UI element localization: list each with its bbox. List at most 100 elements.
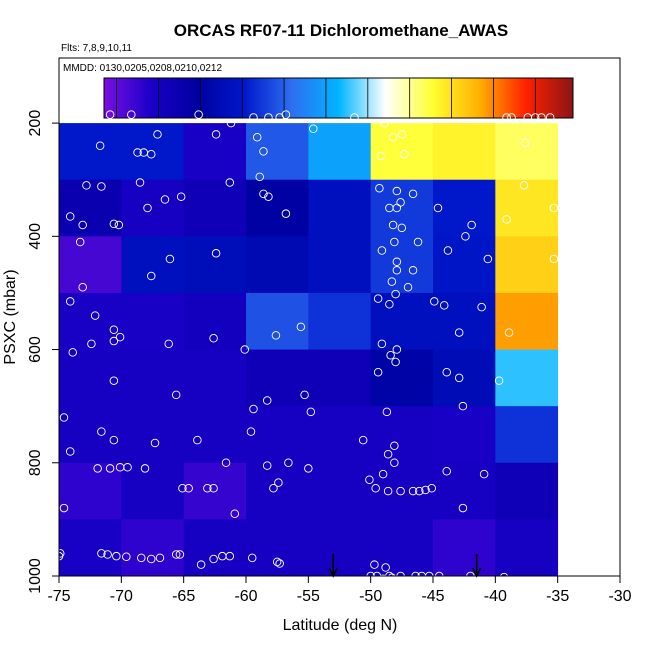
sample-point — [97, 427, 106, 436]
heatmap-cell — [246, 123, 309, 181]
sample-point — [90, 311, 100, 320]
sample-point — [133, 148, 142, 157]
heatmap-cell — [59, 406, 122, 464]
sample-point — [225, 178, 235, 187]
sample-point — [272, 557, 282, 567]
sample-point — [391, 357, 400, 367]
sample-point — [175, 550, 185, 559]
sample-point — [370, 560, 379, 569]
sample-point — [376, 151, 385, 161]
sample-point — [78, 283, 87, 292]
heatmap-cell — [308, 179, 372, 237]
sample-point — [95, 141, 105, 150]
heatmap-cell — [308, 519, 372, 577]
sample-point — [427, 484, 437, 493]
sample-point — [519, 181, 529, 190]
y-tick-label: 600 — [27, 336, 44, 363]
heatmap-cell — [59, 179, 122, 237]
sample-point — [502, 215, 511, 224]
sample-point — [429, 297, 439, 306]
heatmap-cell — [246, 179, 309, 237]
sample-point — [381, 563, 390, 572]
y-tick-label: 800 — [27, 449, 44, 476]
sample-point — [386, 350, 395, 360]
x-tick-label: -70 — [110, 588, 133, 605]
sample-point — [408, 189, 418, 199]
x-tick-label: -35 — [546, 588, 569, 605]
sample-point — [300, 390, 309, 400]
sample-point — [454, 373, 464, 383]
heatmap-cell — [183, 519, 247, 577]
heatmap-cell — [183, 406, 247, 464]
sample-point — [388, 220, 398, 230]
sample-point — [296, 322, 306, 332]
sample-point — [165, 254, 175, 264]
sample-point — [164, 339, 173, 349]
sample-point — [396, 486, 405, 496]
sample-point — [274, 478, 283, 487]
sample-point — [109, 219, 119, 229]
sample-point — [155, 553, 165, 563]
sample-point — [392, 186, 402, 196]
sample-point — [184, 484, 193, 493]
sample-point — [114, 220, 124, 230]
heatmap-cell — [433, 462, 496, 520]
sample-point — [153, 130, 162, 139]
sample-point — [442, 367, 451, 377]
sample-point — [230, 509, 240, 518]
sample-point — [467, 220, 476, 230]
sample-point — [240, 345, 250, 354]
heatmap-cell — [183, 292, 247, 350]
sample-point — [378, 574, 388, 584]
heatmap-cell — [370, 406, 434, 464]
sample-point — [537, 113, 546, 122]
sample-point — [371, 484, 380, 493]
heatmap-cell — [121, 179, 185, 237]
y-tick-label: 400 — [27, 223, 44, 250]
sample-point — [479, 469, 489, 479]
heatmap-cell — [370, 236, 434, 294]
sample-point — [392, 257, 402, 267]
sample-point — [494, 376, 504, 385]
sample-point — [68, 348, 77, 357]
sample-point — [115, 332, 125, 342]
sample-point — [396, 198, 405, 207]
sample-point — [87, 339, 96, 349]
sample-point — [358, 435, 368, 445]
heatmap-cell — [183, 349, 247, 407]
heatmap-cell — [370, 519, 434, 577]
sample-point — [271, 331, 281, 340]
sample-point — [105, 464, 115, 473]
heatmap-cell — [183, 179, 247, 237]
sample-point — [147, 554, 156, 564]
sample-point — [264, 192, 273, 201]
sample-point — [211, 130, 221, 139]
sample-point — [502, 113, 511, 122]
sample-point — [458, 401, 468, 411]
sample-point — [385, 300, 394, 309]
heatmap-cell — [246, 349, 309, 407]
sample-point — [421, 485, 430, 495]
heatmap-cell — [308, 292, 372, 350]
x-tick-label: -55 — [297, 588, 320, 605]
sample-point — [365, 475, 374, 485]
sample-point — [408, 486, 418, 496]
sample-point — [387, 277, 397, 286]
sample-point — [375, 183, 384, 193]
x-tick-label: -50 — [359, 588, 382, 605]
sample-point — [403, 283, 413, 292]
x-tick-label: -45 — [421, 588, 444, 605]
heatmap-cell — [308, 349, 372, 407]
y-axis: 200 400 600 800 1000 PSXC (mbar) — [2, 110, 60, 594]
heatmap-cell — [370, 179, 434, 237]
sample-point — [65, 297, 75, 306]
sample-point — [140, 464, 150, 473]
sample-point — [383, 486, 393, 496]
sample-point — [225, 551, 235, 561]
heatmap-cell — [308, 462, 372, 520]
sample-point — [226, 118, 236, 128]
sample-point — [309, 124, 318, 134]
x-tick-label: -75 — [47, 588, 70, 605]
heatmap-cell — [433, 179, 496, 237]
sample-point — [247, 553, 257, 563]
